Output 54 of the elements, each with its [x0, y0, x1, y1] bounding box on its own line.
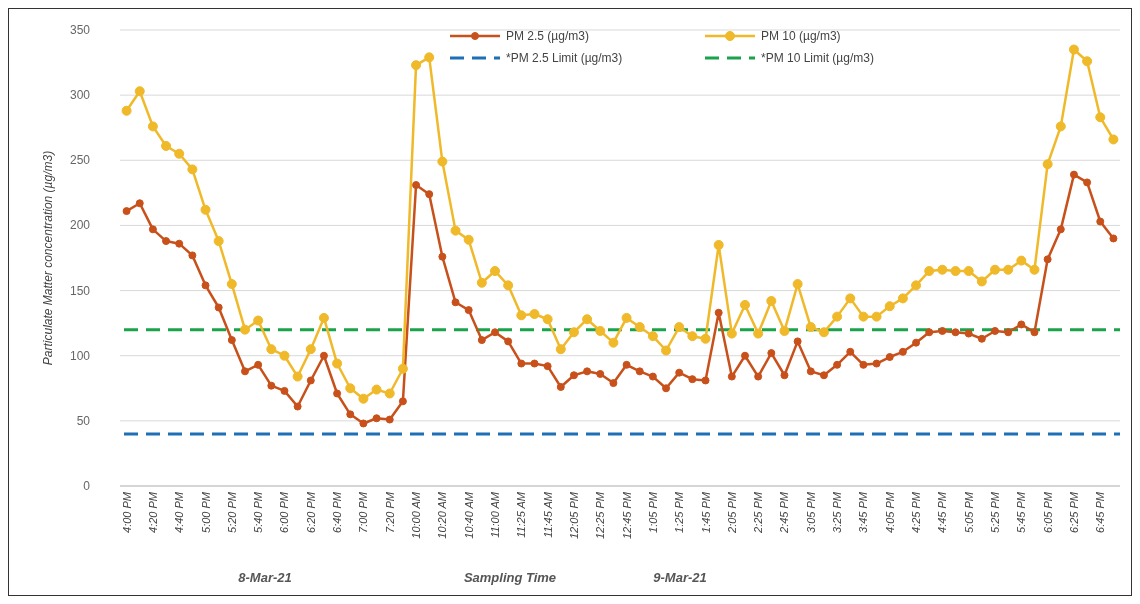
legend-label: *PM 10 Limit (µg/m3): [761, 51, 874, 65]
x-tick-label: 11:25 AM: [515, 491, 528, 538]
y-tick-label: 250: [69, 153, 91, 168]
x-tick-label: 11:00 AM: [489, 491, 501, 538]
x-tick-label: 1:45 PM: [699, 491, 712, 533]
legend-label: *PM 2.5 Limit (µg/m3): [506, 51, 623, 65]
x-tick-label: 5:40 PM: [252, 491, 265, 533]
y-tick-label: 50: [76, 413, 91, 428]
x-tick-label: 3:45 PM: [857, 491, 870, 533]
x-tick-label: 7:00 PM: [357, 491, 370, 533]
x-tick-label: 6:40 PM: [331, 491, 344, 533]
x-tick-label: 6:05 PM: [1041, 491, 1054, 533]
x-tick-label: 12:45 PM: [620, 491, 633, 540]
x-tick-label: 5:20 PM: [225, 491, 238, 533]
x-tick-label: 1:25 PM: [673, 491, 686, 533]
y-axis-title: Particulate Matter concentration (µg/m3): [41, 150, 55, 366]
x-tick-label: 6:00 PM: [278, 491, 291, 533]
y-tick-label: 100: [69, 348, 91, 363]
x-tick-label: 5:00 PM: [199, 491, 212, 533]
y-tick-label: 0: [83, 479, 91, 493]
x-tick-label: 4:00 PM: [120, 491, 133, 533]
x-tick-label: 5:45 PM: [1015, 491, 1028, 533]
y-tick-label: 300: [69, 88, 91, 103]
x-tick-label: 10:40 AM: [462, 491, 475, 539]
x-tick-label: 2:45 PM: [778, 491, 791, 534]
x-tick-label: 10:00 AM: [410, 491, 423, 539]
x-tick-label: 7:20 PM: [383, 491, 396, 533]
x-tick-label: 12:25 PM: [594, 491, 607, 540]
x-tick-label: 3:05 PM: [804, 491, 817, 533]
x-tick-label: 10:20 AM: [436, 491, 449, 539]
y-tick-label: 200: [69, 218, 91, 233]
x-tick-label: 5:05 PM: [962, 491, 975, 533]
x-tick-label: 4:40 PM: [173, 491, 186, 533]
x-tick-label: 3:25 PM: [831, 491, 844, 533]
x-tick-label: 12:05 PM: [567, 491, 580, 540]
x-tick-label: 2:05 PM: [725, 491, 738, 534]
x-tick-label: 6:25 PM: [1067, 491, 1080, 533]
x-tick-label: 4:20 PM: [146, 491, 159, 533]
x-tick-label: 6:20 PM: [304, 491, 317, 533]
x-axis-title: Sampling Time: [463, 570, 557, 585]
legend-label: PM 10 (µg/m3): [761, 29, 841, 43]
y-tick-label: 350: [69, 23, 91, 37]
legend-label: PM 2.5 (µg/m3): [506, 29, 589, 43]
text: 9-Mar-21: [653, 570, 707, 585]
y-tick-label: 150: [69, 283, 91, 298]
x-tick-label: 1:05 PM: [646, 491, 659, 533]
x-tick-label: 4:25 PM: [910, 491, 923, 533]
x-tick-label: 2:25 PM: [752, 491, 765, 534]
x-tick-label: 5:25 PM: [989, 491, 1001, 533]
x-tick-label: 11:45 AM: [541, 491, 554, 538]
x-tick-label: 6:45 PM: [1094, 491, 1107, 533]
x-tick-label: 4:05 PM: [883, 491, 896, 533]
x-tick-label: 4:45 PM: [936, 491, 949, 533]
text: 8-Mar-21: [238, 570, 292, 585]
